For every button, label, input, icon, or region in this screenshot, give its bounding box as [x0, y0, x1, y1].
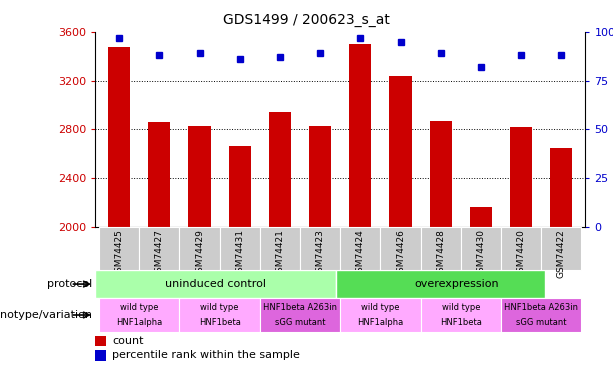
- Text: GSM74427: GSM74427: [155, 229, 164, 278]
- Bar: [148, 122, 170, 227]
- Text: GSM74426: GSM74426: [396, 229, 405, 278]
- Text: GSM74424: GSM74424: [356, 229, 365, 278]
- Bar: [180, 227, 219, 270]
- Bar: [340, 298, 421, 332]
- Text: GSM74423: GSM74423: [316, 229, 325, 278]
- Bar: [550, 148, 573, 227]
- Bar: [99, 298, 180, 332]
- Text: wild type: wild type: [120, 303, 159, 312]
- Text: HNF1beta: HNF1beta: [440, 318, 482, 327]
- Text: wild type: wild type: [441, 303, 480, 312]
- Bar: [269, 112, 291, 227]
- Bar: [340, 227, 381, 270]
- Text: HNF1alpha: HNF1alpha: [116, 318, 162, 327]
- Text: GSM74422: GSM74422: [557, 229, 566, 278]
- Bar: [430, 121, 452, 227]
- Bar: [300, 227, 340, 270]
- Bar: [95, 270, 336, 298]
- Bar: [260, 227, 300, 270]
- Bar: [349, 44, 371, 227]
- Text: GSM74425: GSM74425: [115, 229, 124, 278]
- Text: GSM74431: GSM74431: [235, 229, 244, 278]
- Text: GSM74420: GSM74420: [517, 229, 525, 278]
- Bar: [501, 298, 581, 332]
- Text: genotype/variation: genotype/variation: [0, 310, 92, 320]
- Bar: [421, 298, 501, 332]
- Text: percentile rank within the sample: percentile rank within the sample: [112, 351, 300, 360]
- Bar: [180, 298, 260, 332]
- Bar: [95, 336, 106, 346]
- Text: GSM74421: GSM74421: [275, 229, 284, 278]
- Bar: [381, 227, 421, 270]
- Text: HNF1beta A263in: HNF1beta A263in: [504, 303, 578, 312]
- Text: protocol: protocol: [47, 279, 92, 289]
- Bar: [541, 227, 581, 270]
- Text: GDS1499 / 200623_s_at: GDS1499 / 200623_s_at: [223, 13, 390, 27]
- Text: HNF1beta: HNF1beta: [199, 318, 240, 327]
- Bar: [309, 126, 331, 227]
- Text: uninduced control: uninduced control: [165, 279, 266, 289]
- Bar: [501, 227, 541, 270]
- Bar: [336, 270, 545, 298]
- Bar: [260, 298, 340, 332]
- Bar: [95, 350, 106, 361]
- Text: GSM74429: GSM74429: [195, 229, 204, 278]
- Bar: [229, 147, 251, 227]
- Bar: [510, 127, 532, 227]
- Bar: [108, 46, 130, 227]
- Bar: [389, 76, 411, 227]
- Text: GSM74428: GSM74428: [436, 229, 445, 278]
- Text: overexpression: overexpression: [414, 279, 499, 289]
- Bar: [139, 227, 180, 270]
- Bar: [470, 207, 492, 227]
- Text: HNF1alpha: HNF1alpha: [357, 318, 403, 327]
- Bar: [461, 227, 501, 270]
- Text: sGG mutant: sGG mutant: [516, 318, 566, 327]
- Bar: [99, 227, 139, 270]
- Text: GSM74430: GSM74430: [476, 229, 485, 278]
- Bar: [219, 227, 260, 270]
- Text: count: count: [112, 336, 143, 346]
- Text: sGG mutant: sGG mutant: [275, 318, 326, 327]
- Text: wild type: wild type: [361, 303, 400, 312]
- Bar: [188, 126, 211, 227]
- Text: HNF1beta A263in: HNF1beta A263in: [263, 303, 337, 312]
- Text: wild type: wild type: [200, 303, 239, 312]
- Bar: [421, 227, 461, 270]
